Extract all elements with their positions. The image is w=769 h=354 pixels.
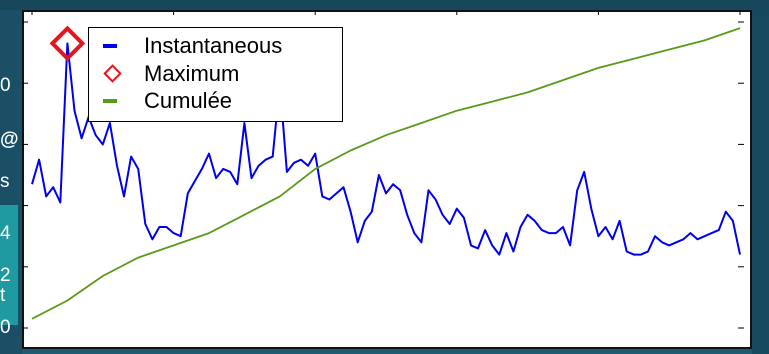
edge-glyph: 0 [0,317,11,338]
edge-glyph: @ [0,129,19,150]
maximum-marker [49,25,86,62]
edge-glyph: 2 [0,265,11,286]
chart-canvas [22,10,744,329]
legend-item-cumulee: Cumulée [89,86,342,114]
window-top-strip [0,0,769,10]
legend: Instantaneous Maximum Cumulée [88,27,343,122]
series-line-cumul-e [31,27,741,320]
legend-item-maximum: Maximum [89,59,342,87]
axis-ticks [22,10,744,329]
legend-label: Cumulée [144,88,233,113]
legend-swatch-line [103,99,117,103]
edge-glyph: t [0,285,6,306]
right-background-strip [752,10,769,354]
edge-glyph: s [0,171,10,192]
legend-label: Instantaneous [144,33,283,58]
series-line-instantaneous [31,42,741,256]
edge-glyph: 0 [0,75,11,96]
legend-label: Maximum [144,61,240,86]
legend-swatch-line [103,44,117,48]
diamond-icon [103,64,122,83]
left-teal-strip [0,205,18,325]
series-layer [31,25,741,320]
legend-item-instantaneous: Instantaneous [89,31,342,59]
edge-glyph: 4 [0,223,11,244]
bottom-strip [22,349,752,354]
